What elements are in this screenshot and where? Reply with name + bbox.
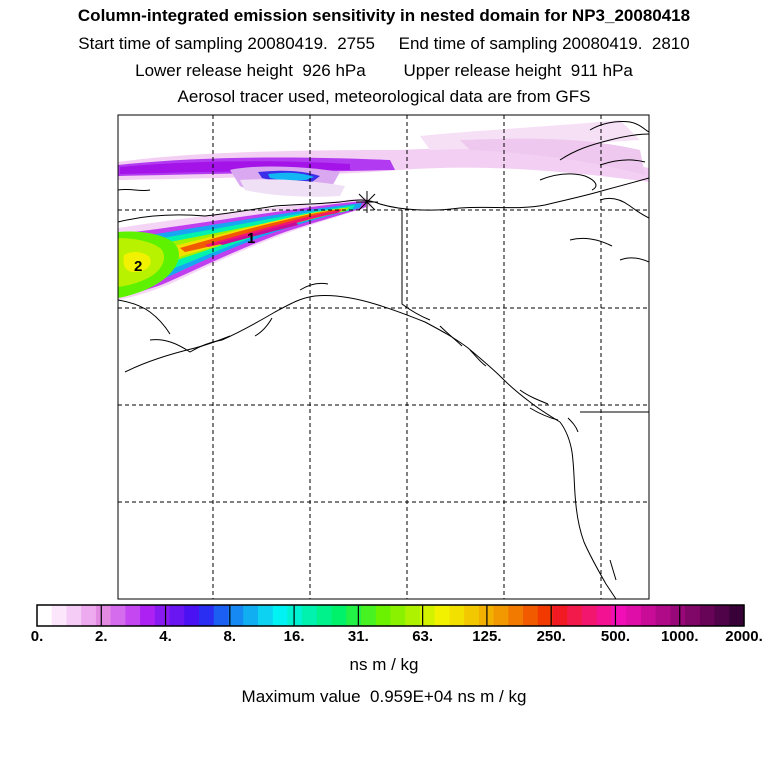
colorbar-cell (493, 605, 509, 626)
colorbar-cell (37, 605, 53, 626)
colorbar-cell (434, 605, 451, 626)
colorbar-tick-label: 2. (95, 628, 108, 645)
maximum-value: Maximum value 0.959E+04 ns m / kg (241, 687, 527, 706)
colorbar-cell (125, 605, 141, 626)
colorbar-cell (95, 605, 112, 626)
colorbar-cell (110, 605, 126, 626)
colorbar-cell (626, 605, 642, 626)
colorbar-cell (729, 605, 745, 626)
graticule (118, 115, 649, 599)
colorbar-cell (199, 605, 215, 626)
colorbar-tick-label: 0. (30, 628, 44, 645)
tracer-info-line: Aerosol tracer used, meteorological data… (177, 87, 591, 106)
colorbar-cell (243, 605, 259, 626)
colorbar-tick-label: 125. (472, 628, 502, 645)
colorbar-cell (581, 605, 598, 626)
colorbar-cell (464, 605, 480, 626)
colorbar-cell (184, 605, 200, 626)
colorbar-cell (611, 605, 627, 626)
colorbar-cell (302, 605, 318, 626)
colorbar-tick-label: 31. (347, 628, 369, 645)
map-label-2: 2 (134, 258, 142, 275)
colorbar-cell (537, 605, 554, 626)
sensitivity-plume (118, 120, 649, 300)
colorbar-tick-label: 2000. (725, 628, 763, 645)
asterisk-icon (356, 191, 378, 213)
plot-title: Column-integrated emission sensitivity i… (77, 6, 691, 25)
colorbar-cell (567, 605, 583, 626)
colorbar-tick-label: 16. (283, 628, 305, 645)
colorbar-cell (552, 605, 568, 626)
colorbar-cell (685, 605, 701, 626)
colorbar-cell (228, 605, 244, 626)
colorbar-cell (405, 605, 421, 626)
colorbar-cell (154, 605, 171, 626)
colorbar-cell (331, 605, 347, 626)
colorbar-cell (390, 605, 406, 626)
colorbar-tick-label: 250. (536, 628, 566, 645)
colorbar-cell (699, 605, 716, 626)
colorbar-cell (449, 605, 465, 626)
colorbar-cell (272, 605, 288, 626)
colorbar-units: ns m / kg (349, 655, 419, 674)
coastlines (118, 121, 649, 599)
map-frame (117, 114, 650, 600)
colorbar-tick-label: 63. (412, 628, 434, 645)
colorbar-cell (714, 605, 730, 626)
release-height-line: Lower release height 926 hPa Upper relea… (135, 61, 633, 80)
colorbar-cell (51, 605, 68, 626)
colorbar-cell (523, 605, 539, 626)
colorbar-cell (346, 605, 362, 626)
map-background (118, 115, 649, 599)
colorbar-cell (257, 605, 274, 626)
sampling-time-line: Start time of sampling 20080419. 2755 En… (78, 34, 690, 53)
colorbar-cell (287, 605, 303, 626)
colorbar-tick-label: 1000. (660, 628, 699, 645)
colorbar-cell (419, 605, 436, 626)
colorbar-tick-label: 8. (223, 628, 237, 645)
colorbar-frame (36, 604, 745, 627)
colorbar-cell (361, 605, 377, 626)
colorbar-cell (81, 605, 97, 626)
map-label-1: 1 (247, 230, 255, 247)
colorbar-cell (169, 605, 185, 626)
colorbar-cell (140, 605, 156, 626)
colorbar-cell (375, 605, 392, 626)
colorbar-tick-label: 4. (159, 628, 172, 645)
colorbar-cell (316, 605, 333, 626)
colorbar-cell (213, 605, 230, 626)
colorbar-cell (640, 605, 657, 626)
colorbar-cell (670, 605, 686, 626)
colorbar-tick-label: 500. (600, 628, 631, 645)
colorbar-cell (66, 605, 82, 626)
colorbar-cell (508, 605, 524, 626)
colorbar-cell (596, 605, 613, 626)
colorbar-cell (655, 605, 671, 626)
